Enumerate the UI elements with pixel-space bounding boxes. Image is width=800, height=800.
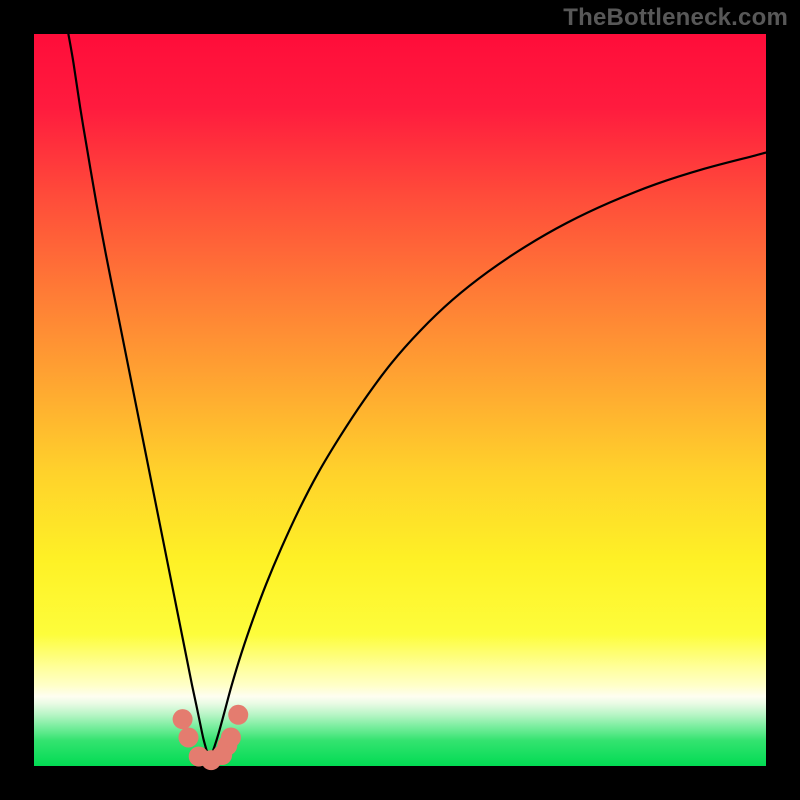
bottleneck-curve-chart	[0, 0, 800, 800]
gradient-plot-area	[34, 34, 766, 766]
data-marker	[178, 727, 198, 747]
watermark-text: TheBottleneck.com	[563, 4, 788, 32]
data-marker	[173, 709, 193, 729]
data-marker	[228, 705, 248, 725]
chart-container: TheBottleneck.com	[0, 0, 800, 800]
data-marker	[221, 727, 241, 747]
